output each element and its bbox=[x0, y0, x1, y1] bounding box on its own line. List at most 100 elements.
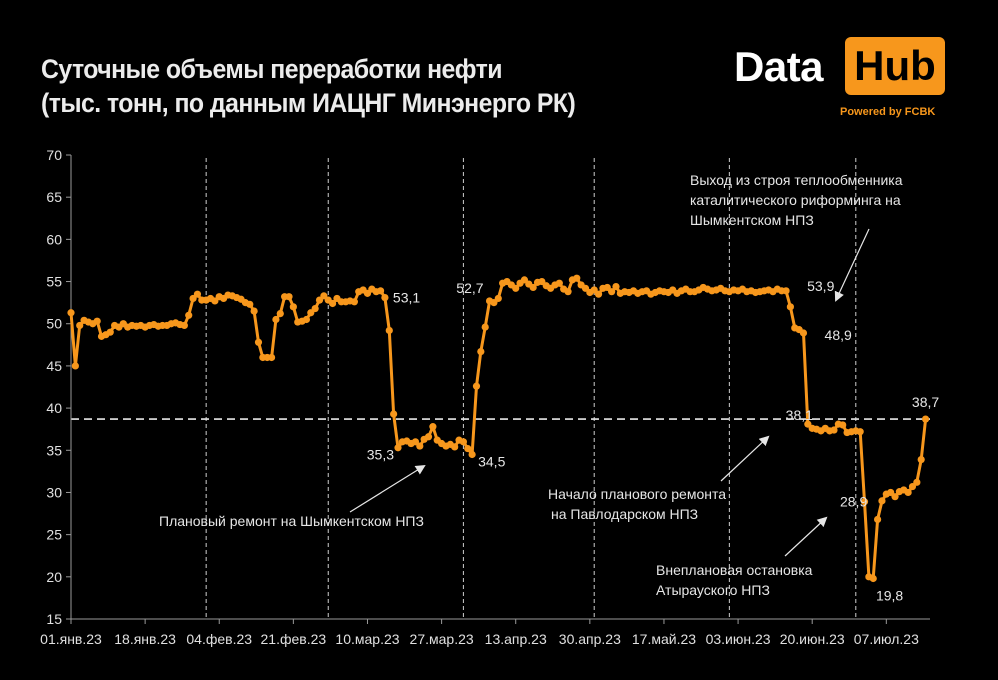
data-point bbox=[464, 444, 472, 453]
value-label: 52,7 bbox=[456, 280, 483, 296]
x-tick-label: 04.фев.23 bbox=[186, 631, 252, 647]
annotation-text: Начало планового ремонта bbox=[548, 486, 726, 502]
data-point bbox=[799, 329, 808, 337]
x-tick-label: 07.июл.23 bbox=[854, 631, 919, 647]
annotation-arrow-icon bbox=[784, 516, 828, 557]
value-label: 35,3 bbox=[367, 447, 394, 463]
x-tick-label: 10.мар.23 bbox=[335, 631, 399, 647]
x-tick-label: 13.апр.23 bbox=[485, 631, 547, 647]
y-tick-label: 25 bbox=[46, 527, 62, 543]
data-point bbox=[904, 488, 912, 497]
data-point bbox=[782, 287, 790, 295]
data-point bbox=[246, 300, 254, 308]
x-tick-label: 18.янв.23 bbox=[114, 631, 176, 647]
annotation-text: на Павлодарском НПЗ bbox=[551, 506, 698, 522]
data-point bbox=[376, 287, 385, 295]
annotation-text: Плановый ремонт на Шымкентском НПЗ bbox=[159, 513, 424, 529]
data-point bbox=[254, 338, 263, 346]
data-point bbox=[468, 450, 476, 459]
value-label: 28,9 bbox=[840, 494, 867, 510]
logo-word-hub: Hub bbox=[845, 37, 945, 95]
data-point bbox=[394, 444, 402, 452]
y-tick-label: 35 bbox=[46, 442, 62, 458]
data-point bbox=[481, 323, 489, 331]
annotation-text: Шымкентском НПЗ bbox=[690, 212, 814, 228]
y-tick-label: 50 bbox=[46, 316, 62, 332]
annotations: Плановый ремонт на Шымкентском НПЗ Начало… bbox=[159, 172, 903, 598]
data-point bbox=[459, 438, 467, 446]
data-point bbox=[451, 443, 459, 451]
annotation-text: Выход из строя теплообменника bbox=[690, 172, 903, 188]
chart-title-line1: Суточные объемы переработки нефти bbox=[41, 54, 503, 84]
annotation-text: Внеплановая остановка bbox=[656, 562, 813, 578]
data-point bbox=[289, 303, 297, 311]
data-point bbox=[830, 426, 838, 434]
y-tick-label: 40 bbox=[46, 400, 62, 416]
chart-title: Суточные объемы переработки нефти (тыс. … bbox=[41, 52, 576, 120]
data-point bbox=[860, 498, 869, 506]
y-tick-label: 15 bbox=[46, 611, 62, 627]
data-point bbox=[267, 353, 276, 362]
axes: 15 20 25 30 35 40 45 50 55 60 65 70 01.янв.23 18.янв.… bbox=[40, 147, 930, 647]
data-point bbox=[350, 298, 358, 306]
data-series bbox=[67, 274, 930, 583]
value-label: 53,9 bbox=[807, 278, 834, 294]
y-tick-label: 30 bbox=[46, 484, 62, 500]
data-point bbox=[573, 274, 581, 282]
value-label: 38,7 bbox=[912, 394, 939, 410]
data-point bbox=[390, 410, 398, 418]
chart-title-line2: (тыс. тонн, по данным ИАЦНГ Минэнерго РК… bbox=[41, 88, 576, 118]
data-point bbox=[869, 574, 877, 583]
data-point bbox=[608, 288, 616, 296]
x-tick-label: 17.май.23 bbox=[632, 631, 696, 647]
data-point bbox=[67, 309, 75, 317]
data-point bbox=[381, 293, 389, 302]
y-tick-label: 65 bbox=[46, 189, 62, 205]
data-point bbox=[93, 317, 101, 325]
data-point bbox=[416, 442, 424, 450]
annotation-arrow-icon bbox=[834, 228, 870, 302]
y-tick-label: 70 bbox=[46, 147, 62, 163]
data-point bbox=[494, 294, 502, 303]
annotation-text: Атырауского НПЗ bbox=[656, 582, 770, 598]
x-tick-label: 30.апр.23 bbox=[559, 631, 621, 647]
data-point bbox=[185, 311, 193, 319]
data-point bbox=[472, 382, 481, 390]
data-point bbox=[76, 321, 84, 330]
data-point bbox=[71, 362, 79, 370]
data-point bbox=[106, 328, 114, 336]
x-tick-label: 03.июн.23 bbox=[706, 631, 771, 647]
data-point bbox=[856, 428, 864, 436]
data-point bbox=[921, 415, 930, 423]
data-point bbox=[385, 326, 393, 335]
data-point bbox=[874, 515, 882, 524]
data-point bbox=[302, 315, 311, 324]
data-point bbox=[529, 283, 537, 292]
value-labels: 53,1 35,3 34,5 52,7 53,9 48,9 38,1 28,9 19,8 38,7 bbox=[367, 278, 940, 604]
data-point bbox=[193, 290, 202, 298]
data-point bbox=[891, 493, 899, 501]
y-tick-label: 55 bbox=[46, 274, 62, 290]
data-point bbox=[429, 423, 437, 431]
data-point bbox=[311, 304, 319, 313]
y-tick-label: 60 bbox=[46, 231, 62, 247]
data-point bbox=[878, 497, 886, 505]
y-tick-label: 45 bbox=[46, 358, 62, 374]
y-tick-label: 20 bbox=[46, 569, 62, 585]
series-line bbox=[69, 276, 928, 580]
data-point bbox=[913, 478, 921, 486]
data-point bbox=[594, 290, 603, 298]
data-point bbox=[917, 455, 925, 464]
data-point bbox=[285, 293, 293, 301]
value-label: 53,1 bbox=[393, 290, 420, 306]
data-point bbox=[555, 279, 563, 287]
value-label: 38,1 bbox=[786, 407, 813, 423]
annotation-arrow-icon bbox=[720, 435, 770, 482]
data-point bbox=[564, 288, 572, 296]
data-point bbox=[839, 421, 847, 429]
logo-word-data: Data bbox=[734, 43, 824, 90]
x-tick-label: 21.фев.23 bbox=[261, 631, 327, 647]
data-point bbox=[786, 303, 795, 311]
data-point bbox=[477, 347, 485, 356]
